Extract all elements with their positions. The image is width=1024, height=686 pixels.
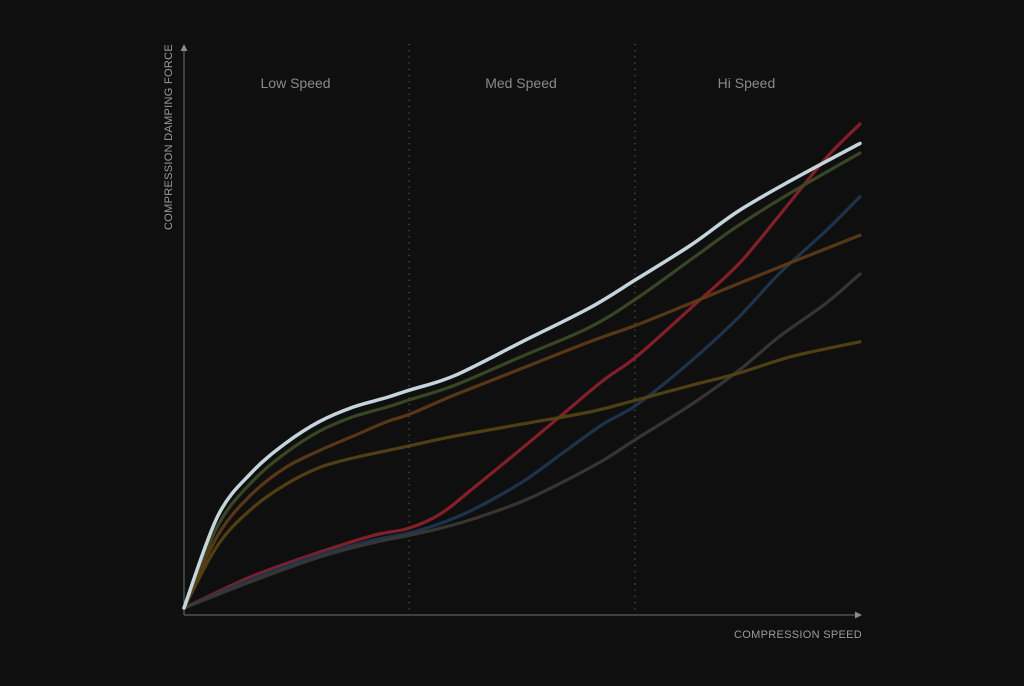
series-line-2 xyxy=(182,151,862,610)
speed-zone-dividers xyxy=(408,44,636,615)
series-line-highlight xyxy=(182,141,862,610)
series-line-3 xyxy=(182,195,862,610)
series-line-6 xyxy=(182,340,862,610)
zone-label: Med Speed xyxy=(485,75,557,91)
axes: COMPRESSION SPEED COMPRESSION DAMPING FO… xyxy=(163,44,862,641)
series-line-4 xyxy=(182,233,862,610)
series-lines xyxy=(182,122,862,610)
series-line-5 xyxy=(182,272,862,610)
x-axis-arrow-icon xyxy=(855,611,862,619)
speed-zone-labels: Low Speed Med Speed Hi Speed xyxy=(261,75,776,91)
y-axis-label: COMPRESSION DAMPING FORCE xyxy=(163,44,175,230)
zone-label: Hi Speed xyxy=(718,75,776,91)
series-line-0 xyxy=(182,122,862,610)
y-axis-arrow-icon xyxy=(180,44,188,51)
x-axis-label: COMPRESSION SPEED xyxy=(734,629,862,641)
zone-label: Low Speed xyxy=(261,75,331,91)
